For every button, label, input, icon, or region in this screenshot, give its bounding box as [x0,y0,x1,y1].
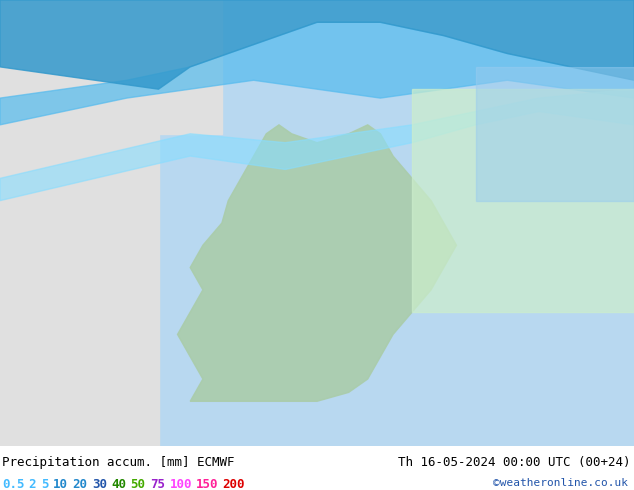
Polygon shape [0,22,634,125]
Text: 100: 100 [169,478,192,490]
Polygon shape [0,89,634,201]
Polygon shape [178,125,456,401]
Text: 50: 50 [131,478,146,490]
Text: 2: 2 [29,478,36,490]
Text: ©weatheronline.co.uk: ©weatheronline.co.uk [493,478,628,488]
Bar [0,0,222,134]
Text: 75: 75 [150,478,165,490]
Text: 0.5: 0.5 [2,478,25,490]
Text: Th 16-05-2024 00:00 UTC (00+24): Th 16-05-2024 00:00 UTC (00+24) [398,456,630,469]
Text: 5: 5 [41,478,48,490]
Text: 20: 20 [72,478,87,490]
Polygon shape [0,0,634,89]
Text: 10: 10 [53,478,68,490]
Bar [476,67,634,201]
Bar [0,0,158,446]
Text: 200: 200 [223,478,245,490]
Text: 150: 150 [196,478,219,490]
Bar [412,89,634,312]
Text: 30: 30 [92,478,107,490]
Text: 40: 40 [111,478,126,490]
Text: Precipitation accum. [mm] ECMWF: Precipitation accum. [mm] ECMWF [2,456,235,469]
